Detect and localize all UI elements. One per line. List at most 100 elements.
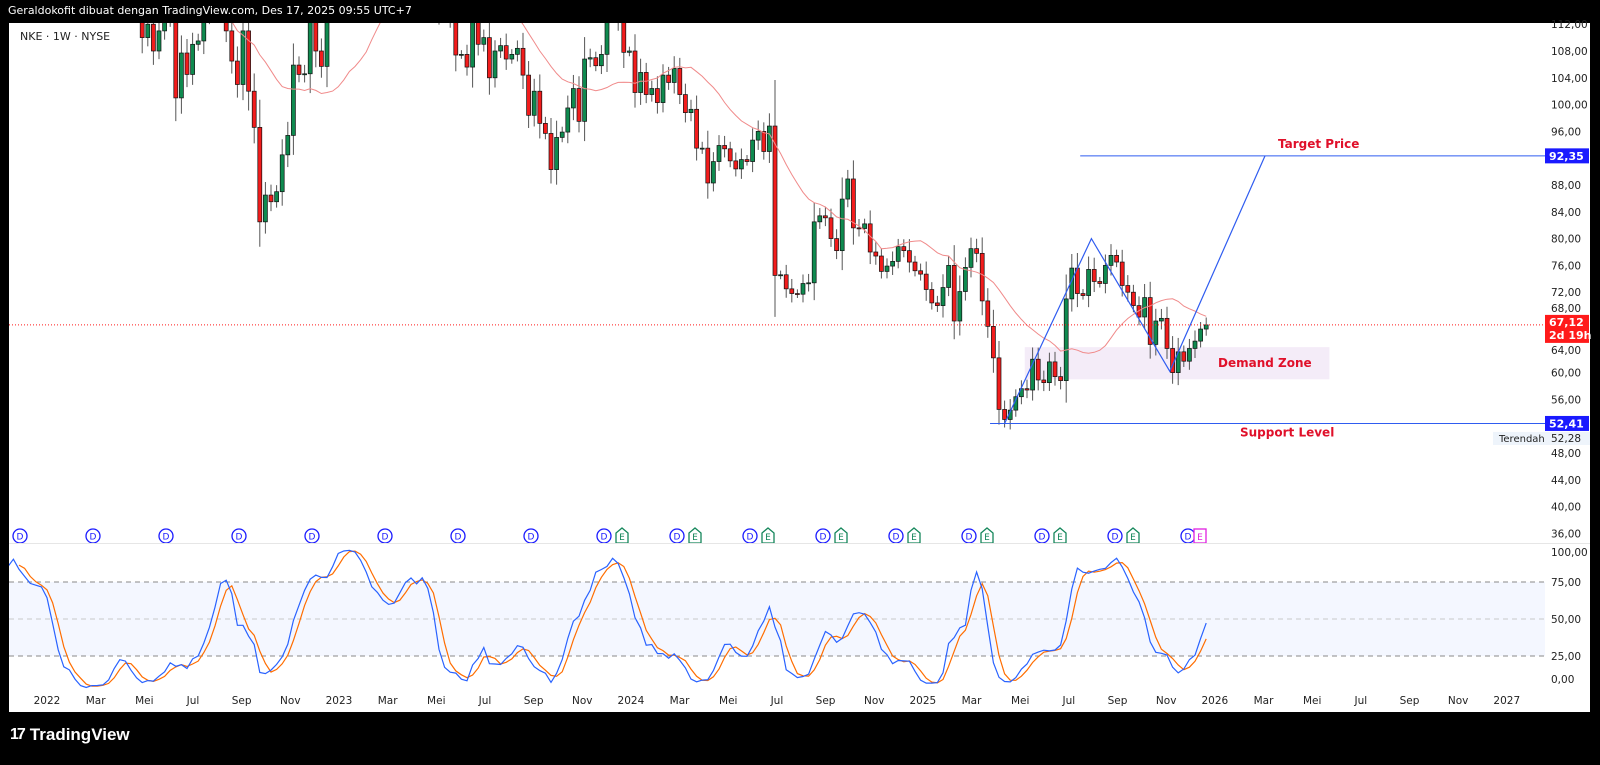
candle-body-up [559, 131, 565, 138]
event-marker[interactable]: D [523, 528, 539, 544]
low-marker-label: Terendah 52,28 [1493, 431, 1590, 445]
time-tick-label: Nov [572, 695, 593, 707]
candle-body-down [991, 326, 996, 359]
zigzag-projection-line[interactable] [1004, 155, 1266, 424]
candle-body-up [1203, 324, 1209, 330]
candle-body-up [582, 58, 587, 122]
tradingview-logo[interactable]: 17 TradingView [10, 725, 130, 745]
event-marker[interactable]: D [304, 528, 320, 544]
candle [201, 23, 207, 55]
price-tick-label: 48,00 [1551, 448, 1581, 460]
candle [940, 274, 946, 318]
candle-body-up [750, 139, 755, 162]
event-marker[interactable]: D [12, 528, 28, 544]
candle-body-down [487, 37, 492, 79]
candle-body-up [1103, 265, 1108, 284]
candle-body-up [845, 178, 851, 200]
candle-body-up [509, 53, 515, 60]
stoch-k-line [9, 549, 1207, 689]
candle [862, 218, 867, 234]
candle [856, 219, 862, 237]
dividend-label: D [309, 533, 316, 543]
candle-body-down [907, 250, 912, 263]
candle-body-down [616, 0, 620, 18]
price-tick-label: 96,00 [1551, 126, 1581, 138]
candle-body-up [1086, 269, 1091, 296]
time-tick-label: 2022 [34, 695, 61, 707]
time-tick-label: Mei [427, 695, 445, 707]
candle-body-up [767, 125, 772, 152]
candle [890, 251, 895, 275]
time-axis[interactable]: 2022 Mar Mei Jul Sep Nov 2023 Mar Mei Jul Sep Nov 20… [34, 695, 1521, 707]
dividend-label: D [747, 533, 754, 543]
dividend-label: D [90, 533, 97, 543]
candle-body-up [459, 53, 464, 56]
candle [449, 23, 451, 28]
event-marker[interactable]: D [377, 528, 393, 544]
candle-body-down [666, 74, 671, 83]
candle [475, 23, 481, 56]
event-marker[interactable]: D [450, 528, 466, 544]
candle-body-up [443, 0, 447, 11]
price-tick-label: 76,00 [1551, 260, 1581, 272]
candle [935, 295, 940, 312]
dividend-label: D [966, 533, 973, 543]
candle-body-down [257, 127, 263, 223]
candle [195, 33, 201, 51]
candle-body-down [1147, 297, 1153, 345]
candle [1131, 284, 1136, 313]
tradingview-logo-icon: 17 [10, 726, 26, 743]
candle [319, 38, 324, 78]
candle-body-down [856, 227, 862, 230]
candle-body-up [1159, 317, 1164, 322]
candle [912, 255, 918, 277]
event-marker[interactable]: D [85, 528, 101, 544]
event-marker[interactable]: D [231, 528, 247, 544]
candle [621, 23, 627, 69]
time-tick-label: Sep [1400, 695, 1420, 707]
candle [229, 23, 235, 74]
candle-body-up [531, 90, 537, 116]
candle [772, 79, 778, 317]
candle [1024, 379, 1030, 399]
candle-body-down [1058, 376, 1063, 381]
candle [1091, 257, 1097, 293]
candle-body-up [711, 161, 716, 184]
candle [789, 278, 795, 303]
candle-body-down [783, 274, 789, 290]
candle-body-up [806, 282, 811, 285]
time-tick-label: 2023 [326, 695, 353, 707]
tradingview-logo-text: TradingView [29, 725, 130, 744]
candle-body-down [772, 125, 778, 276]
oscillator-tick-label: 100,00 [1551, 547, 1588, 559]
oscillator-axis[interactable]: 100,00 75,00 50,00 25,00 0,00 [1551, 547, 1588, 686]
candle [213, 0, 217, 18]
candle [985, 288, 991, 338]
candle-body-down [475, 23, 481, 45]
time-tick-label: Sep [232, 695, 252, 707]
candle [509, 49, 515, 64]
price-axis[interactable]: 112,00 108,00 104,00 100,00 96,00 88,00 84,00 8… [1551, 19, 1588, 540]
candle-body-down [319, 50, 324, 67]
candle-body-down [643, 72, 649, 95]
candle [699, 141, 705, 154]
drawings[interactable] [990, 155, 1545, 424]
candle-body-up [968, 248, 974, 268]
symbol-legend[interactable]: NKE · 1W · NYSE [20, 30, 111, 43]
candle [464, 44, 470, 76]
time-tick-label: Mei [1303, 695, 1321, 707]
event-marker[interactable]: D [158, 528, 174, 544]
time-tick-label: Jul [1353, 695, 1367, 707]
candle [611, 0, 615, 20]
